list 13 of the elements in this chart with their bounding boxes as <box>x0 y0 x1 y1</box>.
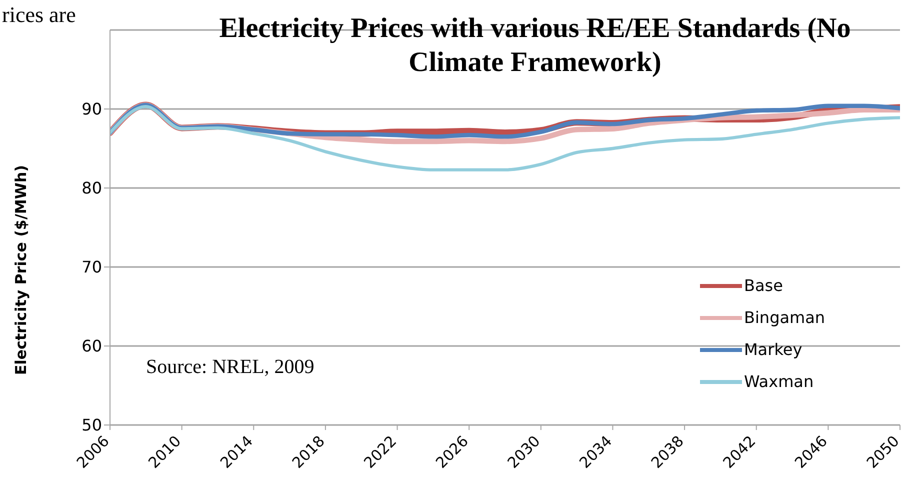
annotation: Source: NREL, 2009 <box>146 356 314 379</box>
text: rices are <box>2 2 76 28</box>
legend-label: Base <box>744 276 783 295</box>
legend-label: Bingaman <box>744 308 826 327</box>
y-tick-label: 50 <box>82 416 102 435</box>
y-tick-label: 60 <box>82 336 102 356</box>
y-axis-title: Electricity Price ($/MWh) <box>12 165 30 375</box>
y-tick-label: 80 <box>82 178 102 198</box>
legend-label: Waxman <box>744 372 814 391</box>
y-tick-label: 70 <box>82 258 102 277</box>
chart-title: Electricity Prices with various RE/EE Standards (No Climate Framework) <box>218 12 852 80</box>
legend-label: Markey <box>744 340 802 359</box>
y-tick-label: 90 <box>82 100 102 119</box>
